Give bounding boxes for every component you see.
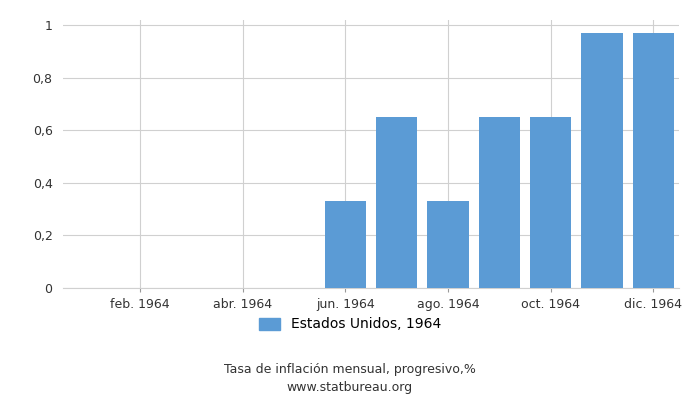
Bar [325, 201, 366, 288]
Bar [376, 117, 417, 288]
Text: Tasa de inflación mensual, progresivo,%: Tasa de inflación mensual, progresivo,% [224, 364, 476, 376]
Legend: Estados Unidos, 1964: Estados Unidos, 1964 [253, 312, 447, 337]
Bar [582, 33, 622, 288]
Bar [479, 117, 520, 288]
Bar [428, 201, 468, 288]
Text: www.statbureau.org: www.statbureau.org [287, 382, 413, 394]
Bar [633, 33, 674, 288]
Bar [530, 117, 571, 288]
